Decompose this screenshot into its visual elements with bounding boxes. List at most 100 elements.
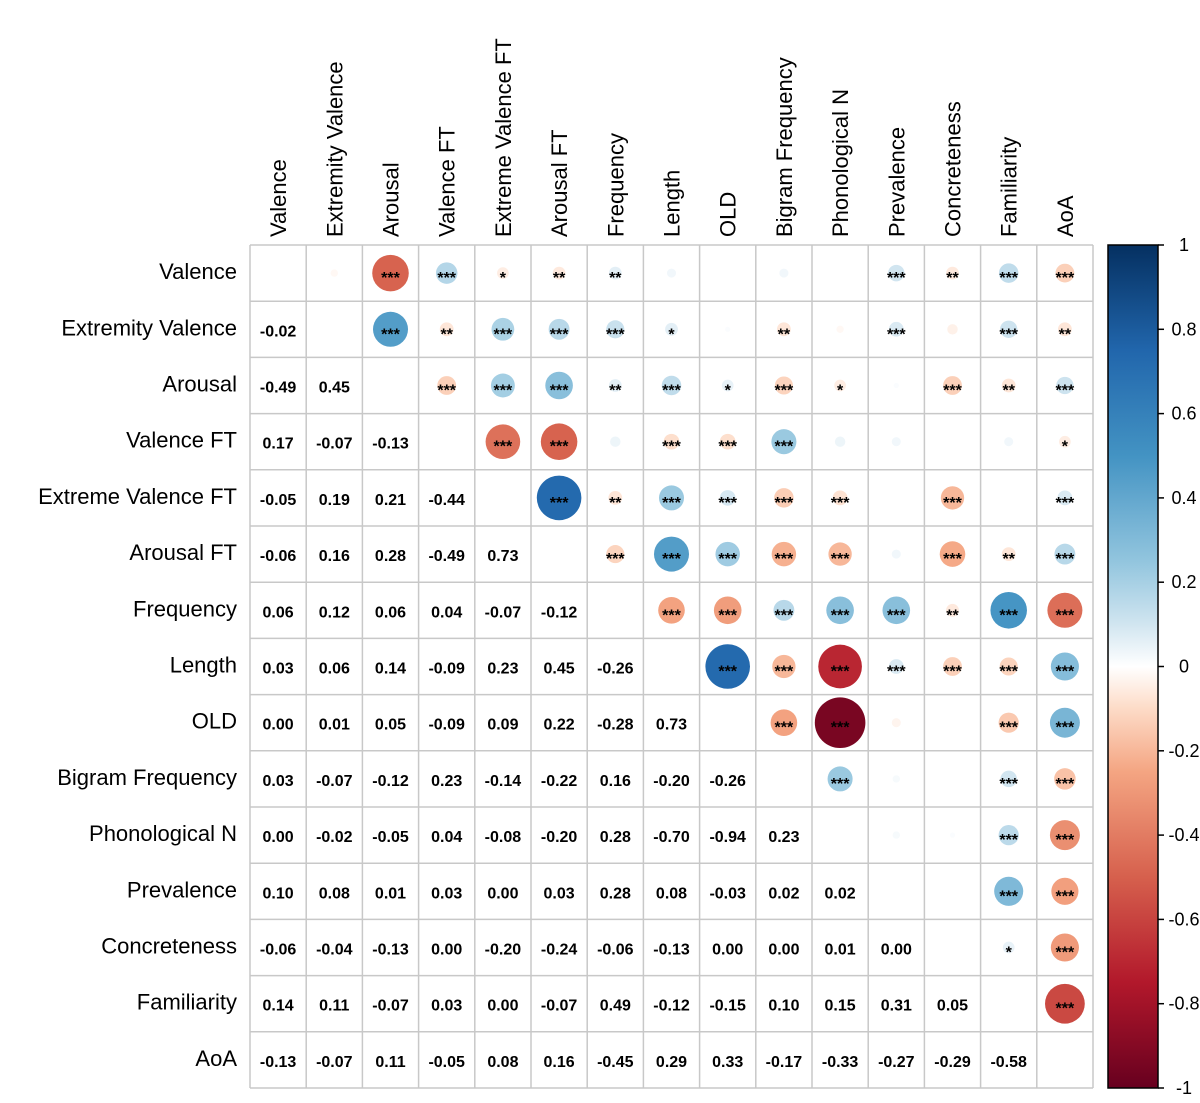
colorbar-ticks: 1 0.8 0.6 0.4 0.2 0 -0.2 -0.4 -0.6 -0.8 -1 <box>1158 235 1200 1098</box>
column-label-old: OLD <box>716 192 741 237</box>
column-label-length: Length <box>660 170 685 237</box>
significance-stars: *** <box>999 720 1018 737</box>
coefficient-label: 0.03 <box>431 998 462 1015</box>
corr-circle-extremity-valence-valence-ft <box>439 322 454 337</box>
corr-circle-length-phonological-n <box>818 644 862 689</box>
colorbar-tick-label: 1 <box>1179 235 1189 255</box>
coefficient-label: -0.12 <box>653 998 690 1015</box>
significance-stars: *** <box>1056 945 1075 962</box>
significance-stars: *** <box>437 270 456 287</box>
coefficient-label: 0.16 <box>544 1054 575 1071</box>
corr-circle-arousal-ft-length <box>653 536 690 572</box>
corr-circle-frequency-concreteness <box>946 603 959 617</box>
coefficient-label: -0.07 <box>372 998 409 1015</box>
corr-circle-valence-arousal <box>372 254 409 292</box>
corr-circle-length-aoa <box>1050 652 1079 681</box>
corr-circle-frequency-old <box>713 596 742 625</box>
significance-stars: ** <box>609 270 622 287</box>
coefficient-label: 0.14 <box>263 998 294 1015</box>
column-label-prevalence: Prevalence <box>884 127 909 237</box>
significance-stars: ** <box>553 270 566 287</box>
corr-circle-valence-ft-aoa <box>1059 435 1071 448</box>
corr-circle-length-concreteness <box>943 657 962 676</box>
corr-circle-phonological-n-concreteness <box>949 832 956 838</box>
row-label-bigram-frequency: Bigram Frequency <box>57 765 237 790</box>
significance-stars: *** <box>999 832 1018 849</box>
corr-circle-extreme-valence-ft-aoa <box>1057 490 1073 506</box>
coefficient-label: -0.09 <box>428 661 465 678</box>
corr-circle-extreme-valence-ft-old <box>719 490 736 506</box>
significance-stars: *** <box>718 439 737 456</box>
significance-stars: *** <box>494 383 513 400</box>
corr-circle-extreme-valence-ft-length <box>658 485 685 511</box>
corr-circle-arousal-extreme-valence-ft <box>490 373 515 398</box>
row-label-extreme-valence-ft: Extreme Valence FT <box>38 484 237 509</box>
corr-circle-length-old <box>705 644 750 689</box>
corr-circle-old-prevalence <box>891 718 901 728</box>
coefficient-label: -0.20 <box>485 942 522 959</box>
corr-circle-length-familiarity <box>999 657 1018 676</box>
corr-circle-old-aoa <box>1049 707 1080 738</box>
coefficient-label: 0.00 <box>263 717 294 734</box>
significance-stars: ** <box>1002 551 1015 568</box>
corr-circle-valence-ft-frequency <box>610 436 621 447</box>
significance-stars: *** <box>775 383 794 400</box>
coefficient-label: 0.00 <box>487 885 518 902</box>
coefficient-label: 0.19 <box>319 492 350 509</box>
colorbar-tick-label: -0.4 <box>1168 825 1199 845</box>
corr-circle-length-prevalence <box>888 659 904 674</box>
coefficient-label: 0.02 <box>825 885 856 902</box>
corr-circle-phonological-n-familiarity <box>998 824 1019 846</box>
coefficient-label: -0.26 <box>597 661 634 678</box>
corr-circle-concreteness-familiarity <box>1002 941 1015 954</box>
significance-stars: ** <box>778 326 791 343</box>
significance-stars: *** <box>831 551 850 568</box>
coefficient-label: 0.10 <box>768 998 799 1015</box>
coefficient-label: 0.28 <box>600 885 631 902</box>
corr-circle-prevalence-aoa <box>1051 877 1079 905</box>
significance-stars: *** <box>1056 888 1075 905</box>
column-label-familiarity: Familiarity <box>997 137 1022 237</box>
coefficient-label: 0.06 <box>375 604 406 621</box>
corr-circle-extremity-valence-arousal-ft <box>548 318 570 340</box>
coefficient-label: -0.14 <box>485 773 522 790</box>
significance-stars: *** <box>775 551 794 568</box>
significance-stars: *** <box>887 326 906 343</box>
significance-stars: *** <box>662 551 681 568</box>
coefficient-label: 0.08 <box>487 1054 518 1071</box>
coefficient-label: 0.01 <box>825 942 856 959</box>
corr-circle-frequency-length <box>658 596 685 624</box>
coefficient-label: 0.01 <box>375 885 406 902</box>
corr-circle-extreme-valence-ft-arousal-ft <box>536 475 582 521</box>
colorbar-tick-label: -1 <box>1176 1078 1192 1098</box>
significance-stars: *** <box>943 495 962 512</box>
corr-circle-old-phonological-n <box>814 697 866 748</box>
significance-stars: *** <box>831 776 850 793</box>
colorbar-tick-label: -0.6 <box>1168 909 1199 929</box>
coefficient-label: 0.33 <box>712 1054 743 1071</box>
row-label-phonological-n: Phonological N <box>89 821 237 846</box>
coefficient-label: 0.28 <box>600 829 631 846</box>
significance-stars: *** <box>662 383 681 400</box>
corr-circle-valence-length <box>666 268 677 278</box>
colorbar-gradient <box>1107 244 1159 1089</box>
corr-circle-length-bigram-frequency <box>772 654 796 679</box>
coefficient-label: -0.07 <box>316 1054 353 1071</box>
corr-circle-extremity-valence-length <box>665 322 678 336</box>
corr-circle-extremity-valence-familiarity <box>1000 320 1018 338</box>
coefficient-label: 0.00 <box>768 942 799 959</box>
column-labels: Valence Extremity Valence Arousal Valence F… <box>266 38 1078 237</box>
coefficient-label: 0.12 <box>319 604 350 621</box>
row-label-familiarity: Familiarity <box>137 990 237 1015</box>
coefficient-label: 0.15 <box>825 998 856 1015</box>
matrix-grid <box>249 244 1094 1089</box>
coefficient-label: 0.23 <box>431 773 462 790</box>
coefficient-label: 0.08 <box>319 885 350 902</box>
significance-stars: *** <box>887 664 906 681</box>
significance-stars: *** <box>606 551 625 568</box>
significance-stars: *** <box>550 383 569 400</box>
row-label-aoa: AoA <box>195 1046 237 1071</box>
corr-circle-arousal-phonological-n <box>834 379 846 392</box>
corr-circle-valence-ft-bigram-frequency <box>771 429 797 455</box>
coefficient-label: 0.09 <box>487 717 518 734</box>
